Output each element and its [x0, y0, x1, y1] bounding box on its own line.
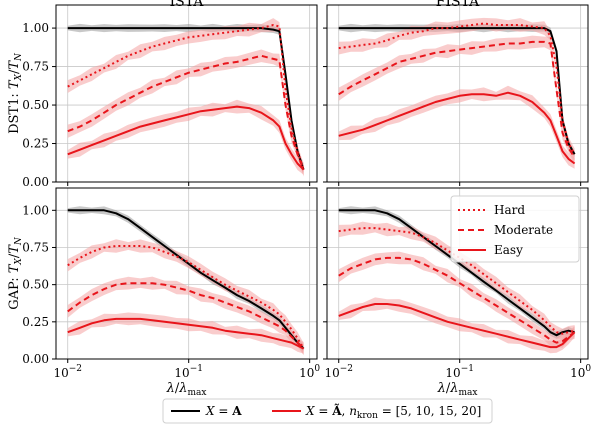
series-line-dashed-red: [338, 40, 576, 158]
panel-dst1-fista: FISTA: [323, 0, 589, 186]
x-tick-label: 100: [299, 364, 320, 380]
x-axis-label: λ/λmax: [437, 381, 478, 398]
series-line-dotted-red: [67, 24, 305, 171]
band-dotted-red: [338, 221, 575, 339]
series-line-solid-red: [67, 105, 305, 171]
panel-title: ISTA: [170, 0, 205, 10]
bottom-legend: X = A X = Ã, nkron = [5, 10, 15, 20]: [162, 398, 493, 424]
series-line-solid-red: [67, 317, 305, 350]
y-tick-label: 0.75: [22, 60, 49, 74]
legend-label: X = Ã, nkron = [5, 10, 15, 20]: [305, 403, 481, 421]
x-tick-label: 10−2: [53, 364, 82, 380]
panel-gap-ista: 0.00 0.25 0.50 0.75 1.00 GAP: TX/TN 10−2 10−1 10…: [7, 187, 320, 398]
series-line-solid-black: [338, 27, 576, 155]
x-tick-label: 10−2: [324, 364, 353, 380]
x-tick-label: 100: [570, 364, 591, 380]
y-tick-label: 1.00: [22, 21, 49, 35]
y-axis-label: GAP: TX/TN: [7, 236, 24, 310]
band-solid-red: [67, 312, 304, 354]
series-line-solid-black: [67, 27, 305, 171]
series-line-solid-black: [338, 209, 575, 337]
axes-frame: [55, 4, 318, 183]
band-solid-red: [338, 85, 575, 169]
x-tick-label: 10−1: [174, 364, 203, 380]
band-dotted-red: [67, 18, 304, 176]
legend-box: [450, 195, 580, 263]
band-solid-black: [67, 23, 304, 173]
axes-frame: [55, 187, 318, 360]
series-line-dashed-red: [67, 282, 305, 350]
x-axis-label: λ/λmax: [166, 381, 207, 398]
panel-gap-fista: 10−2 10−1 100 λ/λmax Hard Moderate Easy: [323, 187, 591, 398]
y-tick-label: 0.50: [22, 98, 49, 112]
legend-label: X = A: [205, 404, 242, 418]
axes-frame: [326, 4, 589, 183]
legend-box: [162, 398, 493, 424]
y-axis-label: DST1: TX/TN: [7, 52, 24, 134]
y-tick-label: 0.00: [22, 352, 49, 366]
y-tick-label: 0.50: [22, 278, 49, 292]
series-line-solid-red: [338, 303, 576, 349]
series-line-dashed-red: [67, 54, 305, 171]
series-line-solid-black: [67, 209, 305, 350]
axes-frame: [326, 187, 589, 360]
y-tick-label: 0.25: [22, 137, 49, 151]
legend-label: Moderate: [494, 223, 553, 237]
series-line-dotted-red: [338, 22, 576, 155]
legend-label: Hard: [494, 203, 525, 217]
panel-title: FISTA: [436, 0, 480, 10]
series-line-solid-red: [338, 91, 576, 165]
legend-label: Easy: [494, 243, 523, 257]
y-tick-label: 0.00: [22, 175, 49, 189]
y-tick-label: 0.75: [22, 240, 49, 254]
series-line-dashed-red: [338, 256, 576, 344]
y-tick-label: 1.00: [22, 203, 49, 217]
series-line-dotted-red: [67, 245, 305, 350]
panel-dst1-ista: 0.00 0.25 0.50 0.75 1.00 DST1: TX/TN ISTA: [7, 0, 318, 189]
inner-legend: Hard Moderate Easy: [450, 195, 580, 263]
band-dashed-red: [338, 251, 575, 348]
band-dashed-red: [338, 35, 575, 165]
y-tick-label: 0.25: [22, 315, 49, 329]
x-tick-label: 10−1: [445, 364, 474, 380]
